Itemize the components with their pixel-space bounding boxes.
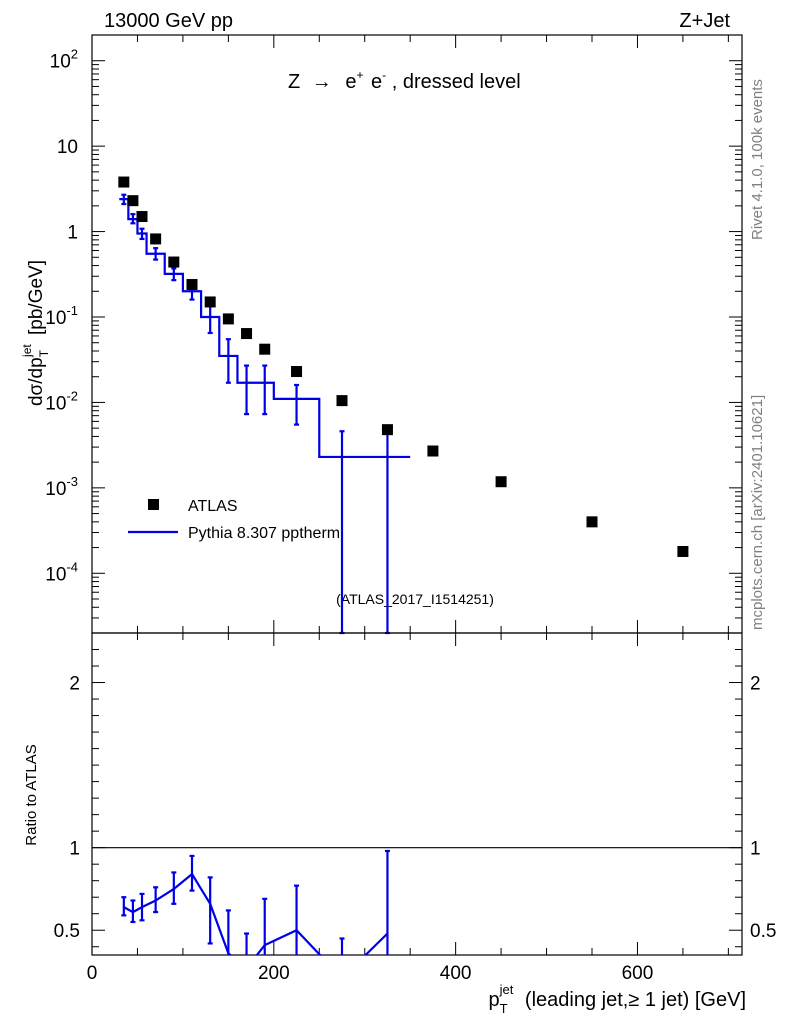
- main-y-tick-label: 102: [50, 47, 78, 73]
- plot-title-e2: e: [371, 71, 382, 93]
- legend-atlas-marker: [148, 499, 159, 510]
- atlas-data-point: [586, 516, 598, 528]
- ratio-y-tick-label-right: 2: [750, 674, 761, 695]
- analysis-watermark: (ATLAS_2017_I1514251): [336, 591, 494, 607]
- rivet-label: Rivet 4.1.0, 100k events: [749, 79, 766, 240]
- mcplots-label: mcplots.cern.ch [arXiv:2401.10621]: [749, 395, 766, 630]
- legend-mc-label: Pythia 8.307 pptherm: [188, 525, 340, 542]
- x-tick-label: 600: [622, 963, 654, 984]
- ratio-error-bars: [121, 849, 390, 955]
- main-x-ticks: [91, 35, 729, 633]
- ratio-y-axis-label: Ratio to ATLAS: [23, 744, 40, 845]
- main-frame: [91, 34, 743, 634]
- atlas-data-points: [118, 176, 689, 557]
- plot-title-minus: -: [382, 68, 386, 82]
- atlas-data-point: [291, 366, 303, 378]
- ratio-y-tick-label-left: 0.5: [54, 921, 80, 942]
- x-axis-label: pTjet (leading jet,≥ 1 jet) [GeV]: [489, 982, 746, 1016]
- main-y-tick-label: 10-1: [45, 303, 78, 329]
- plot-title-plus: +: [356, 68, 363, 82]
- atlas-data-point: [241, 328, 253, 340]
- atlas-data-point: [259, 343, 271, 355]
- mc-histogram-line: [119, 197, 411, 459]
- mc-error-bars: [121, 193, 390, 635]
- ratio-y-ticks: [92, 632, 742, 948]
- atlas-data-point: [495, 476, 507, 488]
- plot-title-arrow: →: [312, 71, 332, 93]
- atlas-data-point: [204, 296, 216, 308]
- plot-title: Z → e+ e- , dressed level: [288, 62, 521, 93]
- atlas-data-point: [118, 176, 130, 188]
- legend: ATLAS Pythia 8.307 pptherm: [128, 498, 340, 542]
- atlas-data-point: [222, 313, 234, 325]
- plot-title-rest: , dressed level: [392, 71, 521, 93]
- header-right: Z+Jet: [679, 10, 730, 32]
- atlas-data-point: [186, 279, 198, 291]
- ratio-y-tick-label-left: 2: [69, 674, 80, 695]
- main-y-tick-label: 10: [57, 137, 78, 158]
- main-y-ticks: [92, 34, 742, 634]
- ratio-frame: [91, 632, 743, 956]
- ratio-line: [123, 872, 389, 955]
- x-tick-label: 0: [87, 963, 98, 984]
- header-left: 13000 GeV pp: [104, 10, 233, 32]
- atlas-data-point: [127, 195, 139, 207]
- ratio-x-ticks: [91, 633, 729, 955]
- main-y-tick-label: 10-4: [45, 559, 78, 585]
- atlas-data-point: [427, 445, 439, 457]
- atlas-data-point: [381, 424, 393, 436]
- plot-title-z: Z: [288, 71, 300, 93]
- x-tick-label: 400: [440, 963, 472, 984]
- ratio-y-tick-labels: 0.5 0.5 1 1 2 2: [54, 674, 777, 943]
- main-y-tick-label: 10-2: [45, 388, 78, 414]
- x-tick-label: 200: [258, 963, 290, 984]
- atlas-data-point: [136, 211, 148, 223]
- legend-atlas-label: ATLAS: [188, 498, 238, 515]
- x-tick-labels: 0 200 400 600: [87, 963, 654, 984]
- main-y-axis-label: dσ/dpTjet [pb/GeV]: [20, 260, 51, 406]
- atlas-data-point: [150, 233, 162, 245]
- main-y-tick-label: 10-3: [45, 474, 78, 500]
- ratio-panel: 0.5 0.5 1 1 2 2 0 200 400 600 Ratio to ATLAS: [23, 632, 777, 984]
- main-y-tick-label: 1: [67, 223, 78, 244]
- main-y-tick-labels: 10-4 10-3 10-2 10-1 1 10 102: [45, 47, 78, 586]
- atlas-data-point: [336, 395, 348, 407]
- plot-title-e1: e: [345, 71, 356, 93]
- ratio-y-tick-label-right: 0.5: [750, 921, 776, 942]
- atlas-data-point: [168, 256, 180, 268]
- ratio-y-tick-label-right: 1: [750, 839, 761, 860]
- ratio-y-tick-label-left: 1: [69, 839, 80, 860]
- atlas-data-point: [677, 545, 689, 557]
